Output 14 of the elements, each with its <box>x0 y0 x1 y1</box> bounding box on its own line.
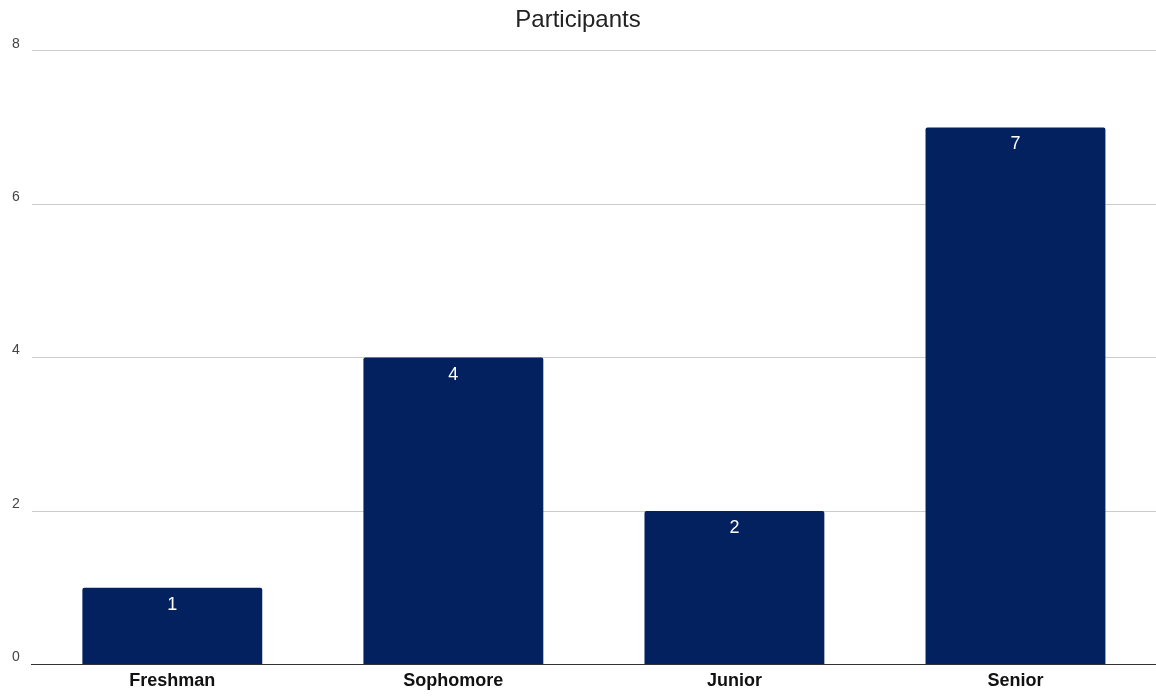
y-tick-label: 0 <box>11 648 20 665</box>
x-tick-label: Freshman <box>129 670 216 691</box>
y-tick-label: 2 <box>11 494 20 511</box>
data-label: 7 <box>1010 133 1021 154</box>
x-tick-label: Junior <box>706 670 762 691</box>
y-tick-label: 8 <box>11 34 20 51</box>
data-label: 4 <box>448 363 459 384</box>
data-label: 2 <box>729 516 740 537</box>
y-tick-label: 6 <box>11 188 20 205</box>
y-tick-label: 4 <box>11 341 20 358</box>
x-tick-label: Senior <box>987 670 1044 691</box>
chart-title: Participants <box>515 5 641 33</box>
data-label: 1 <box>167 593 178 614</box>
x-tick-label: Sophomore <box>403 670 504 691</box>
